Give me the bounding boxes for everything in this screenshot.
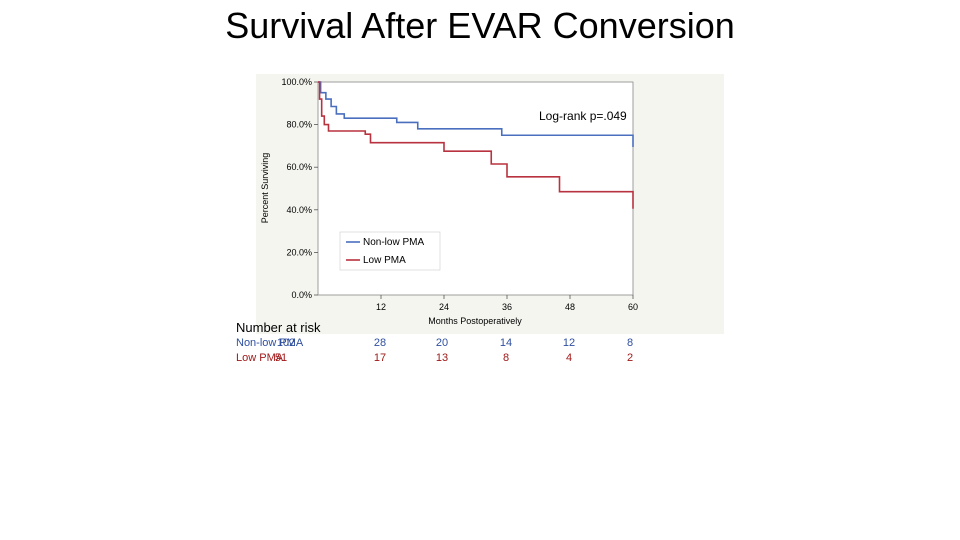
x-tick-label: 12 [376, 302, 386, 312]
y-tick-label: 0.0% [291, 290, 312, 300]
x-tick-label: 24 [439, 302, 449, 312]
risk-value: 20 [435, 337, 449, 349]
risk-row-label: Non-low PMA [236, 337, 304, 349]
series-line-low-pma [318, 81, 634, 209]
y-axis-title: Percent Surviving [260, 153, 270, 224]
risk-value: 13 [435, 352, 449, 364]
risk-value: 51 [274, 352, 288, 364]
x-axis-title: Months Postoperatively [428, 316, 522, 326]
risk-value: 102 [276, 337, 296, 349]
risk-value: 2 [626, 352, 634, 364]
axis-ticks: 0.0% 20.0% 40.0% 60.0% 80.0% 100.0% 12 24 36 48 60 [281, 77, 638, 312]
risk-row-low-pma: Low PMA 51 17 13 8 4 2 [236, 352, 656, 366]
series-line-non-low-pma [318, 81, 634, 147]
y-tick-label: 80.0% [286, 120, 312, 130]
x-tick-label: 36 [502, 302, 512, 312]
chart-frame: 0.0% 20.0% 40.0% 60.0% 80.0% 100.0% 12 24 36 48 60… [256, 74, 724, 334]
risk-value: 8 [502, 352, 510, 364]
series-lines [318, 81, 634, 209]
risk-value: 28 [373, 337, 387, 349]
legend-box [339, 231, 441, 271]
y-tick-label: 20.0% [286, 247, 312, 257]
legend-label-non-low-pma: Non-low PMA [363, 237, 424, 248]
y-tick-label: 40.0% [286, 205, 312, 215]
risk-table-heading: Number at risk [236, 320, 321, 335]
x-tick-label: 48 [565, 302, 575, 312]
risk-value: 12 [562, 337, 576, 349]
log-rank-annotation: Log-rank p=.049 [539, 109, 627, 123]
y-tick-label: 100.0% [281, 77, 312, 87]
risk-value: 4 [565, 352, 573, 364]
kaplan-meier-chart: 0.0% 20.0% 40.0% 60.0% 80.0% 100.0% 12 24 36 48 60… [260, 77, 638, 326]
risk-row-label: Low PMA [236, 352, 284, 364]
risk-value: 17 [373, 352, 387, 364]
slide-title: Survival After EVAR Conversion [225, 5, 735, 46]
x-tick-label: 60 [628, 302, 638, 312]
y-tick-label: 60.0% [286, 162, 312, 172]
risk-value: 8 [626, 337, 634, 349]
risk-value: 14 [499, 337, 513, 349]
risk-row-non-low-pma: Non-low PMA 102 28 20 14 12 8 [236, 337, 656, 351]
chart-legend: Non-low PMA Low PMA [339, 231, 441, 271]
legend-label-low-pma: Low PMA [363, 255, 406, 266]
